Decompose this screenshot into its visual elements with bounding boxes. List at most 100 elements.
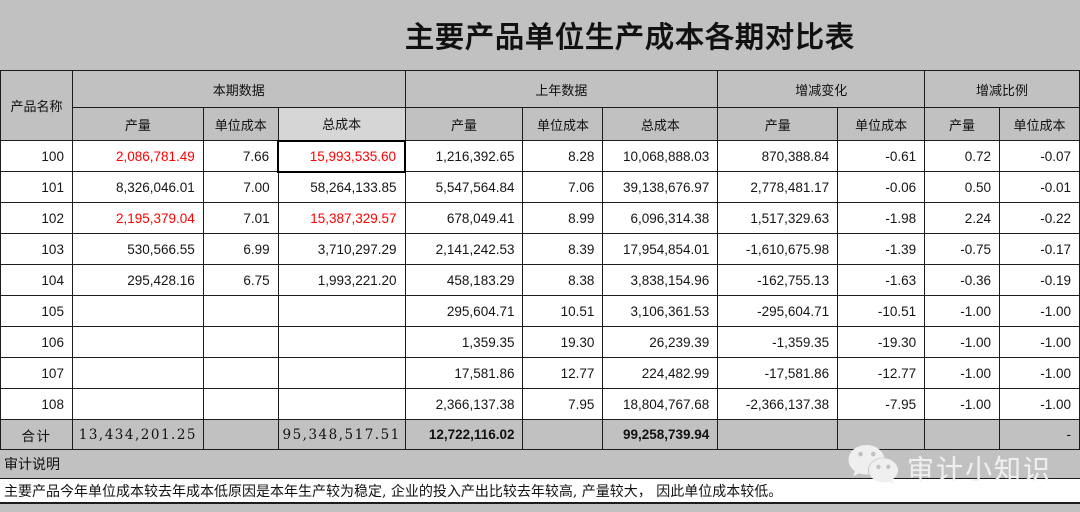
value-cell[interactable]: -0.75 [924,233,1000,265]
value-cell[interactable]: 295,604.71 [404,295,524,327]
sub-header-unit-cost[interactable]: 单位成本 [837,107,926,141]
value-cell[interactable]: 15,993,535.60 [277,139,407,173]
value-cell[interactable]: 6,096,314.38 [602,202,719,234]
value-cell[interactable] [202,357,279,389]
corner-header-product-name[interactable]: 产品名称 [0,70,73,141]
value-cell[interactable]: 1,359.35 [404,326,524,358]
value-cell[interactable]: 39,138,676.97 [602,171,719,203]
product-name-cell[interactable]: 107 [0,357,73,389]
value-cell[interactable]: 458,183.29 [404,264,524,296]
value-cell[interactable]: 8.39 [522,233,604,265]
group-header-change[interactable]: 增减变化 [717,70,926,108]
value-cell[interactable]: -162,755.13 [717,264,839,296]
sub-header-output[interactable]: 产量 [404,107,524,141]
value-cell[interactable]: -0.06 [837,171,926,203]
total-value-cell[interactable]: - [999,419,1080,450]
value-cell[interactable]: 5,547,564.84 [404,171,524,203]
product-name-cell[interactable]: 108 [0,388,73,420]
value-cell[interactable]: 15,387,329.57 [277,202,406,234]
value-cell[interactable]: -0.36 [924,264,1000,296]
value-cell[interactable]: -2,366,137.38 [717,388,839,420]
group-header-current-period[interactable]: 本期数据 [71,70,406,108]
value-cell[interactable]: 26,239.39 [602,326,719,358]
value-cell[interactable]: -0.19 [999,264,1080,296]
value-cell[interactable]: 3,838,154.96 [602,264,719,296]
value-cell[interactable]: 295,428.16 [71,264,204,296]
value-cell[interactable] [71,295,204,327]
product-name-cell[interactable]: 102 [0,202,73,234]
value-cell[interactable] [71,357,204,389]
value-cell[interactable]: -1.00 [999,388,1080,420]
value-cell[interactable]: 870,388.84 [717,140,839,172]
value-cell[interactable]: 19.30 [522,326,604,358]
product-name-cell[interactable]: 105 [0,295,73,327]
value-cell[interactable]: -19.30 [837,326,926,358]
value-cell[interactable]: 2,778,481.17 [717,171,839,203]
value-cell[interactable]: 3,710,297.29 [277,233,406,265]
group-header-change-ratio[interactable]: 增减比例 [924,70,1080,108]
value-cell[interactable]: 1,993,221.20 [277,264,406,296]
value-cell[interactable]: 678,049.41 [404,202,524,234]
value-cell[interactable]: -0.61 [837,140,926,172]
value-cell[interactable]: -1.63 [837,264,926,296]
value-cell[interactable]: -1.00 [999,295,1080,327]
value-cell[interactable] [202,326,279,358]
value-cell[interactable]: 17,581.86 [404,357,524,389]
product-name-cell[interactable]: 100 [0,140,73,172]
value-cell[interactable]: -1.39 [837,233,926,265]
sub-header-unit-cost[interactable]: 单位成本 [202,107,279,141]
product-name-cell[interactable]: 101 [0,171,73,203]
value-cell[interactable]: 1,216,392.65 [404,140,524,172]
value-cell[interactable]: 1,517,329.63 [717,202,839,234]
sub-header-total-cost[interactable]: 总成本 [277,107,406,141]
value-cell[interactable]: 58,264,133.85 [277,171,406,203]
value-cell[interactable]: -12.77 [837,357,926,389]
value-cell[interactable]: -1.00 [999,357,1080,389]
value-cell[interactable]: 8.28 [522,140,604,172]
value-cell[interactable]: 7.95 [522,388,604,420]
value-cell[interactable]: -1.00 [924,295,1000,327]
total-label-cell[interactable]: 合计 [0,419,73,450]
value-cell[interactable]: 6.99 [202,233,279,265]
total-value-cell[interactable] [522,419,604,450]
value-cell[interactable]: 2,141,242.53 [404,233,524,265]
sub-header-unit-cost[interactable]: 单位成本 [999,107,1080,141]
value-cell[interactable]: -1.00 [924,388,1000,420]
total-value-cell[interactable] [924,419,1000,450]
value-cell[interactable]: 18,804,767.68 [602,388,719,420]
group-header-previous-year[interactable]: 上年数据 [404,70,719,108]
value-cell[interactable]: 8.38 [522,264,604,296]
value-cell[interactable]: 8,326,046.01 [71,171,204,203]
value-cell[interactable]: 17,954,854.01 [602,233,719,265]
sub-header-unit-cost[interactable]: 单位成本 [522,107,604,141]
value-cell[interactable]: 6.75 [202,264,279,296]
value-cell[interactable] [71,326,204,358]
value-cell[interactable]: 10.51 [522,295,604,327]
value-cell[interactable]: -1.00 [999,326,1080,358]
value-cell[interactable]: 0.72 [924,140,1000,172]
value-cell[interactable]: -0.01 [999,171,1080,203]
value-cell[interactable]: 8.99 [522,202,604,234]
sub-header-output[interactable]: 产量 [717,107,839,141]
value-cell[interactable]: -1.98 [837,202,926,234]
sub-header-output[interactable]: 产量 [71,107,204,141]
value-cell[interactable]: -1,610,675.98 [717,233,839,265]
product-name-cell[interactable]: 106 [0,326,73,358]
value-cell[interactable] [202,388,279,420]
value-cell[interactable] [277,295,406,327]
value-cell[interactable]: -7.95 [837,388,926,420]
total-value-cell[interactable] [837,419,926,450]
value-cell[interactable] [277,388,406,420]
value-cell[interactable]: 12.77 [522,357,604,389]
value-cell[interactable]: -1.00 [924,326,1000,358]
value-cell[interactable]: 2,366,137.38 [404,388,524,420]
total-value-cell[interactable] [717,419,839,450]
total-value-cell[interactable]: 99,258,739.94 [602,419,719,450]
value-cell[interactable] [277,326,406,358]
value-cell[interactable]: -0.17 [999,233,1080,265]
value-cell[interactable]: 2.24 [924,202,1000,234]
sub-header-total-cost[interactable]: 总成本 [602,107,719,141]
value-cell[interactable]: 7.66 [202,140,279,172]
value-cell[interactable]: -295,604.71 [717,295,839,327]
value-cell[interactable]: -17,581.86 [717,357,839,389]
